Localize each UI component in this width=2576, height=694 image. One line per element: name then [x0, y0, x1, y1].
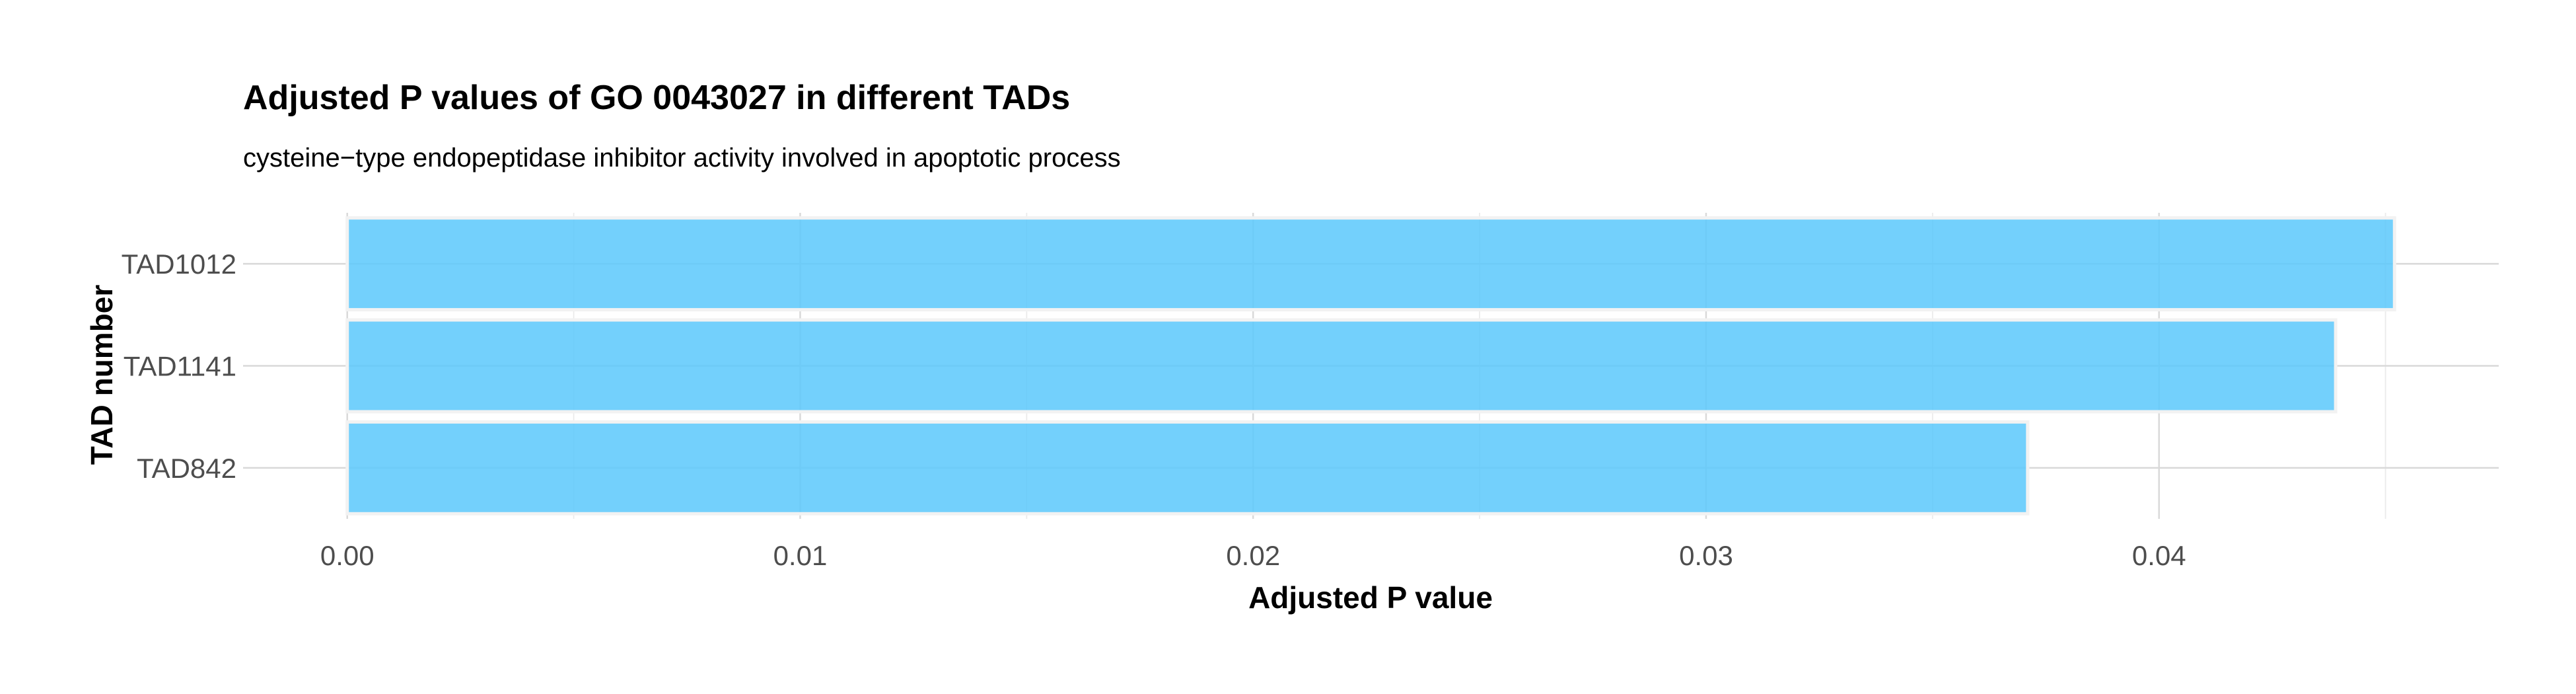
x-tick-label: 0.00	[320, 540, 375, 571]
bar-tad1141	[345, 318, 2338, 414]
y-tick-label: TAD842	[137, 453, 236, 484]
x-tick-label: 0.02	[1226, 540, 1280, 571]
y-tick-label: TAD1141	[124, 351, 236, 382]
bar-tad1012	[345, 216, 2396, 312]
bars	[345, 216, 2396, 516]
x-tick-label: 0.01	[773, 540, 828, 571]
chart-subtitle: cysteine−type endopeptidase inhibitor ac…	[243, 143, 1121, 173]
chart-title: Adjusted P values of GO 0043027 in diffe…	[243, 79, 1070, 117]
y-axis-title: TAD number	[85, 285, 119, 465]
x-tick-label: 0.04	[2132, 540, 2186, 571]
x-tick-label: 0.03	[1679, 540, 1733, 571]
tick-labels: 0.00 0.01 0.02 0.03 0.04 TAD1012 TAD1141 TAD842	[122, 249, 2186, 571]
x-axis-title: Adjusted P value	[1248, 580, 1493, 615]
y-tick-label: TAD1012	[122, 249, 236, 280]
bar-tad842	[345, 420, 2030, 516]
